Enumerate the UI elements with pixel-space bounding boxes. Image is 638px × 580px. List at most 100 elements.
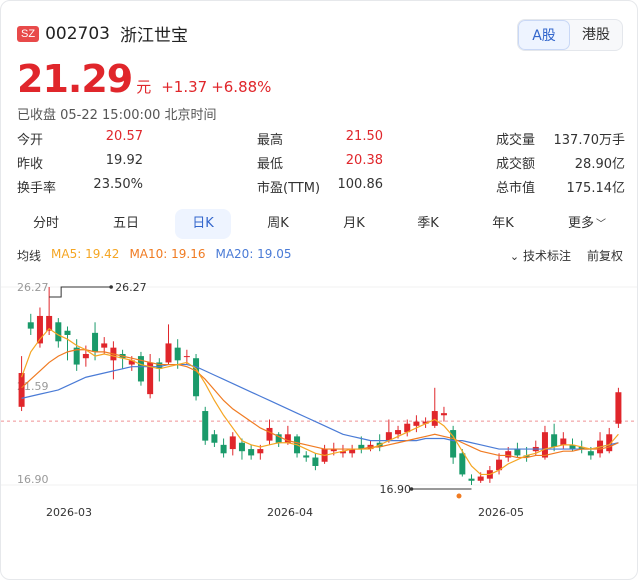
candle-body bbox=[349, 449, 356, 454]
candle-body bbox=[459, 453, 466, 475]
candle-body bbox=[496, 459, 503, 471]
candle-body bbox=[578, 446, 585, 450]
candle-body bbox=[229, 436, 236, 450]
candle-body bbox=[275, 434, 282, 443]
tab-yearly-k[interactable]: 年K bbox=[492, 216, 514, 231]
price-unit: 元 bbox=[136, 78, 152, 96]
market-badge: SZ bbox=[17, 25, 40, 42]
candle-body bbox=[523, 455, 530, 458]
low-annotation: 16.90 bbox=[380, 483, 412, 496]
candle-body bbox=[257, 449, 264, 454]
stats-row: 换手率 23.50% 市盈(TTM) 100.86 总市值 175.14亿 bbox=[17, 177, 625, 201]
candle-body bbox=[27, 322, 34, 329]
tab-weekly-k[interactable]: 周K bbox=[267, 216, 289, 231]
stats-row: 昨收 19.92 最低 20.38 成交额 28.90亿 bbox=[17, 153, 625, 177]
stock-code: 002703 bbox=[45, 23, 110, 44]
x-axis-label: 2026-04 bbox=[267, 506, 313, 519]
stat-value: 21.50 bbox=[345, 129, 383, 144]
indicator-label: 技术标注 bbox=[522, 249, 571, 263]
tab-more[interactable]: 更多 ﹀ bbox=[555, 209, 619, 239]
candle-body bbox=[468, 478, 475, 481]
stock-header: SZ 002703 浙江世宝 bbox=[17, 21, 188, 46]
candle-body bbox=[248, 449, 255, 456]
candle-body bbox=[82, 353, 89, 359]
candle-body bbox=[569, 444, 576, 450]
candle-body bbox=[505, 451, 512, 458]
stat-value: 20.57 bbox=[105, 129, 143, 144]
tab-hk-share[interactable]: 港股 bbox=[582, 27, 610, 43]
ma10-value: MA10: 19.16 bbox=[129, 247, 206, 261]
candle-body bbox=[330, 449, 337, 452]
stat-value: 23.50% bbox=[93, 177, 143, 192]
stat-value: 28.90亿 bbox=[574, 157, 625, 172]
candle-body bbox=[431, 411, 438, 426]
candle-body bbox=[541, 432, 548, 458]
candle-body bbox=[101, 343, 108, 348]
stat-label: 成交量 bbox=[496, 133, 536, 148]
event-dot bbox=[456, 493, 462, 499]
candle-body bbox=[560, 438, 567, 445]
candle-body bbox=[137, 356, 144, 382]
candle-body bbox=[615, 392, 622, 424]
candle-body bbox=[404, 423, 411, 433]
price-change-pct: +6.88% bbox=[211, 78, 272, 96]
candle-body bbox=[238, 442, 245, 452]
chart-tools: ⌄ 技术标注 前复权 bbox=[510, 247, 623, 264]
candle-body bbox=[284, 434, 291, 443]
price-row: 21.29 元 +1.37 +6.88% bbox=[17, 57, 271, 101]
y-tick-label: 16.90 bbox=[17, 473, 49, 486]
candle-body bbox=[174, 347, 181, 361]
stat-label: 换手率 bbox=[17, 181, 57, 196]
tab-more-label: 更多 bbox=[567, 216, 594, 231]
kline-chart[interactable]: 26.27 21.59 16.90 26.27 16.90 2026-03 2026-04 2… bbox=[1, 271, 637, 531]
candle-body bbox=[220, 444, 227, 454]
x-axis-label: 2026-05 bbox=[478, 506, 524, 519]
price-change: +1.37 bbox=[161, 78, 208, 96]
last-price: 21.29 bbox=[17, 57, 133, 101]
candle-body bbox=[339, 451, 346, 454]
low-marker-dot bbox=[409, 487, 414, 491]
y-tick-label: 26.27 bbox=[17, 281, 49, 294]
tab-five-day[interactable]: 五日 bbox=[112, 216, 139, 231]
candle-body bbox=[211, 434, 218, 443]
candle-body bbox=[422, 421, 429, 424]
tab-intraday[interactable]: 分时 bbox=[32, 216, 59, 231]
stat-value: 19.92 bbox=[105, 153, 143, 168]
ma20-line bbox=[21, 363, 619, 450]
chart-mark-icon: ⌄ bbox=[509, 250, 520, 263]
candle-body bbox=[303, 455, 310, 458]
stat-label: 成交额 bbox=[496, 157, 536, 172]
market-switch: A股 港股 bbox=[517, 19, 623, 51]
candle-body bbox=[587, 451, 594, 456]
candle-body bbox=[165, 343, 172, 363]
tab-a-share[interactable]: A股 bbox=[518, 20, 570, 50]
candle-body bbox=[312, 457, 319, 466]
candle-body bbox=[36, 315, 43, 344]
stat-value: 175.14亿 bbox=[566, 181, 626, 196]
y-tick-label: 21.59 bbox=[17, 380, 49, 393]
stat-value: 100.86 bbox=[337, 177, 384, 192]
candle-body bbox=[440, 413, 447, 416]
stat-value: 20.38 bbox=[345, 153, 383, 168]
stat-label: 市盈(TTM) bbox=[257, 181, 321, 196]
candle-body bbox=[147, 362, 154, 395]
tab-daily-k[interactable]: 日K bbox=[175, 209, 231, 239]
candle-body bbox=[385, 432, 392, 441]
stock-name: 浙江世宝 bbox=[119, 26, 188, 46]
candle-body bbox=[18, 373, 25, 407]
stat-label: 今开 bbox=[17, 133, 44, 148]
candle-body bbox=[202, 411, 209, 441]
tab-quarterly-k[interactable]: 季K bbox=[417, 216, 439, 231]
stat-label: 最高 bbox=[257, 133, 284, 148]
indicator-button[interactable]: ⌄ 技术标注 bbox=[510, 247, 571, 264]
candle-body bbox=[92, 332, 99, 352]
ma5-line bbox=[21, 327, 619, 476]
tab-monthly-k[interactable]: 月K bbox=[343, 216, 365, 231]
candle-body bbox=[64, 330, 71, 335]
candle-body bbox=[450, 430, 457, 458]
adjust-button[interactable]: 前复权 bbox=[586, 249, 623, 263]
candle-body bbox=[55, 322, 62, 342]
ma-label: 均线 bbox=[17, 249, 42, 263]
candle-body bbox=[266, 427, 273, 441]
